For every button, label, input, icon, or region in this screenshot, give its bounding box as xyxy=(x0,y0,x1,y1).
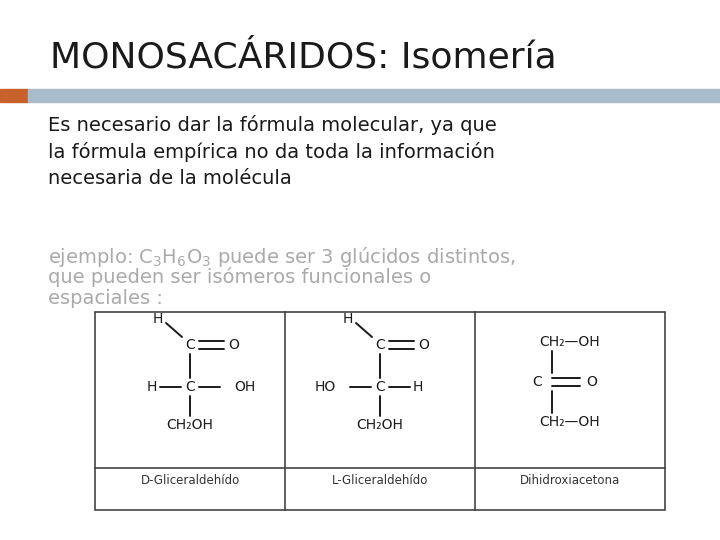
Text: H: H xyxy=(153,312,163,326)
Text: CH₂OH: CH₂OH xyxy=(356,418,403,432)
Text: OH: OH xyxy=(234,380,256,394)
Text: H: H xyxy=(147,380,157,394)
Bar xyxy=(0,89,28,102)
Text: O: O xyxy=(418,338,429,352)
Bar xyxy=(28,89,720,102)
Text: espaciales :: espaciales : xyxy=(48,289,163,308)
Text: CH₂OH: CH₂OH xyxy=(166,418,213,432)
Text: CH₂—OH: CH₂—OH xyxy=(540,415,600,429)
Text: D-Gliceraldehído: D-Gliceraldehído xyxy=(140,474,240,487)
Text: C: C xyxy=(375,338,385,352)
Text: que pueden ser isómeros funcionales o: que pueden ser isómeros funcionales o xyxy=(48,267,431,287)
Text: HO: HO xyxy=(315,380,336,394)
Text: ejemplo: $\mathregular{C_3H_6O_3}$ puede ser 3 glúcidos distintos,: ejemplo: $\mathregular{C_3H_6O_3}$ puede… xyxy=(48,245,516,269)
Text: Dihidroxiacetona: Dihidroxiacetona xyxy=(520,474,620,487)
Text: CH₂—OH: CH₂—OH xyxy=(540,335,600,349)
Bar xyxy=(95,312,665,510)
Text: O: O xyxy=(228,338,240,352)
Text: O: O xyxy=(587,375,598,389)
Text: C: C xyxy=(375,380,385,394)
Text: C: C xyxy=(185,338,195,352)
Text: H: H xyxy=(413,380,423,394)
Text: MONOSACÁRIDOS: Isomería: MONOSACÁRIDOS: Isomería xyxy=(50,40,557,74)
Text: L-Gliceraldehído: L-Gliceraldehído xyxy=(332,474,428,487)
Text: C: C xyxy=(185,380,195,394)
Text: C: C xyxy=(532,375,542,389)
Text: H: H xyxy=(343,312,354,326)
Text: Es necesario dar la fórmula molecular, ya que
la fórmula empírica no da toda la : Es necesario dar la fórmula molecular, y… xyxy=(48,115,497,188)
